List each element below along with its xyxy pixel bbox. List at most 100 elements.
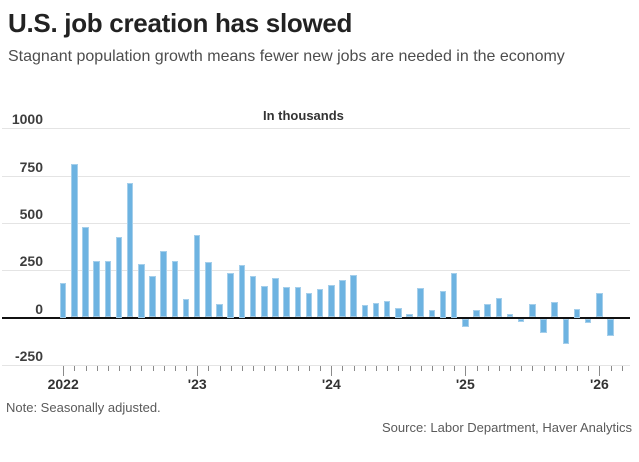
zero-axis-line	[2, 316, 630, 319]
x-axis-tick	[454, 366, 456, 371]
x-axis-tick	[376, 366, 377, 371]
axis-unit-label: In thousands	[263, 108, 344, 123]
data-bar	[462, 318, 469, 327]
x-axis-tick	[230, 366, 232, 371]
x-axis-tick	[130, 366, 132, 371]
data-bar	[473, 309, 480, 318]
y-axis-tick-label: 750	[19, 158, 43, 175]
data-bar	[439, 291, 447, 318]
x-axis-tick	[63, 366, 65, 376]
x-axis-tick	[342, 366, 344, 371]
x-axis-year-label: 2022	[47, 376, 79, 392]
data-bar	[272, 277, 279, 318]
gridline	[2, 270, 630, 272]
data-bar	[126, 183, 134, 318]
data-bar	[316, 289, 324, 318]
data-bar	[205, 261, 212, 318]
data-bar	[372, 303, 380, 318]
x-axis-tick	[186, 366, 188, 371]
x-axis-tick	[320, 366, 322, 371]
x-axis-tick	[532, 366, 534, 371]
x-axis-tick	[308, 366, 310, 371]
data-bar	[607, 318, 614, 336]
y-axis-tick-label: 0	[35, 300, 43, 317]
data-bar	[104, 260, 112, 318]
x-axis-tick	[476, 366, 478, 371]
x-axis-tick	[521, 366, 523, 371]
x-axis-tick	[420, 366, 422, 371]
gridline	[2, 175, 630, 177]
x-axis-tick	[588, 366, 590, 371]
x-axis-tick	[253, 366, 255, 371]
x-axis-tick	[498, 366, 500, 371]
y-axis-tick-label: 1000	[11, 111, 43, 128]
data-bar	[495, 297, 503, 318]
data-bar	[59, 282, 67, 318]
data-bar	[71, 164, 78, 318]
x-axis-tick	[174, 366, 176, 371]
x-axis-tick	[264, 366, 266, 371]
data-bar	[328, 285, 335, 318]
x-axis-tick	[510, 366, 511, 371]
x-axis-tick	[487, 366, 489, 371]
x-axis-tick	[621, 366, 623, 371]
data-bar	[517, 318, 525, 323]
data-bar	[383, 301, 391, 318]
chart-note: Note: Seasonally adjusted.	[6, 400, 161, 415]
x-axis-tick	[577, 366, 578, 371]
x-axis-tick	[74, 366, 76, 371]
x-axis-tick	[543, 366, 545, 371]
y-axis-tick-label: 500	[19, 205, 43, 222]
page-subtitle: Stagnant population growth means fewer n…	[8, 48, 565, 65]
x-axis-tick	[197, 366, 199, 376]
x-axis-tick	[152, 366, 154, 371]
x-axis-tick	[443, 366, 444, 371]
data-bar	[171, 260, 179, 318]
page-title: U.S. job creation has slowed	[8, 8, 353, 38]
x-axis-tick	[387, 366, 389, 371]
data-bar	[261, 286, 268, 318]
data-bar	[428, 309, 436, 318]
x-axis-tick	[364, 366, 366, 371]
data-bar	[283, 287, 290, 318]
data-bar	[160, 251, 167, 318]
data-bar	[551, 302, 558, 318]
x-axis-tick	[208, 366, 210, 371]
x-axis-tick	[465, 366, 467, 376]
x-axis-tick	[241, 366, 243, 371]
x-axis-tick	[331, 366, 333, 376]
x-axis-tick	[353, 366, 355, 371]
chart-source: Source: Labor Department, Haver Analytic…	[381, 420, 632, 435]
gridline	[2, 364, 630, 366]
data-bar	[596, 292, 603, 318]
x-axis-tick	[119, 366, 121, 371]
data-bar	[193, 235, 201, 318]
x-axis-tick	[398, 366, 400, 371]
data-bar	[115, 237, 123, 318]
x-axis-tick	[610, 366, 612, 371]
data-bar	[149, 275, 156, 318]
x-axis-year-label: '23	[187, 376, 207, 392]
x-axis-year-label: '24	[321, 376, 341, 392]
x-axis-tick	[107, 366, 109, 371]
data-bar	[294, 287, 302, 318]
data-bar	[573, 309, 581, 318]
x-axis-tick	[219, 366, 221, 371]
x-axis-tick	[85, 366, 87, 371]
data-bar	[93, 260, 100, 318]
y-axis-tick-label: -250	[14, 347, 43, 364]
data-bar	[395, 308, 402, 318]
data-bar	[182, 298, 190, 318]
x-axis-tick	[141, 366, 143, 371]
data-bar	[417, 288, 424, 318]
data-bar	[350, 274, 357, 318]
data-bar	[506, 313, 514, 318]
gridline	[2, 128, 630, 130]
data-bar	[82, 226, 89, 318]
x-axis-tick	[431, 366, 433, 371]
x-axis-tick	[96, 366, 98, 371]
data-bar	[227, 273, 234, 318]
data-bar	[305, 292, 313, 318]
data-bar	[540, 318, 547, 333]
